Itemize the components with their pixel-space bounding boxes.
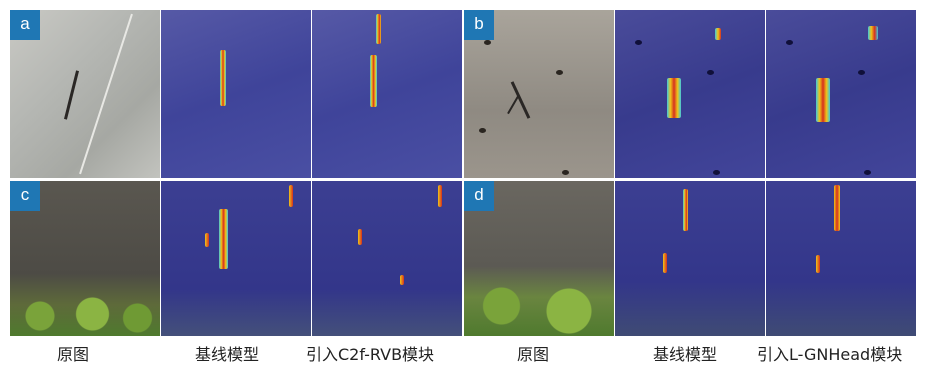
panel-label: c bbox=[10, 181, 40, 211]
panel-label: b bbox=[464, 10, 494, 40]
caption-l-gnhead: 引入L-GNHead模块 bbox=[757, 345, 903, 364]
l-gnhead-heatmap bbox=[766, 10, 916, 178]
caption-original-left: 原图 bbox=[57, 345, 90, 364]
panel-c: c bbox=[10, 181, 462, 336]
l-gnhead-heatmap bbox=[766, 181, 916, 336]
caption-c2f-rvb: 引入C2f-RVB模块 bbox=[306, 345, 435, 364]
panel-label: d bbox=[464, 181, 494, 211]
caption-original-right: 原图 bbox=[517, 345, 550, 364]
baseline-heatmap bbox=[615, 181, 765, 336]
c2f-rvb-heatmap bbox=[312, 10, 462, 178]
caption-baseline-right: 基线模型 bbox=[653, 345, 718, 364]
original-image bbox=[10, 181, 160, 336]
caption-baseline-left: 基线模型 bbox=[195, 345, 260, 364]
panel-b: b bbox=[464, 10, 916, 178]
baseline-heatmap bbox=[161, 10, 311, 178]
baseline-heatmap bbox=[161, 181, 311, 336]
panel-d: d bbox=[464, 181, 916, 336]
baseline-heatmap bbox=[615, 10, 765, 178]
panel-a: a bbox=[10, 10, 462, 178]
panel-label: a bbox=[10, 10, 40, 40]
c2f-rvb-heatmap bbox=[312, 181, 462, 336]
